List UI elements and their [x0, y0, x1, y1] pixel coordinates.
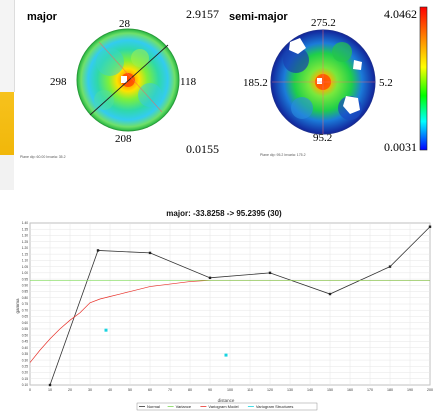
- y-tick-label: 0.30: [22, 358, 28, 362]
- y-tick-label: 1.25: [22, 240, 28, 244]
- variogram-point: [328, 292, 332, 296]
- variogram-point: [208, 276, 212, 280]
- major-rose-diagram: [76, 28, 180, 132]
- x-tick-label: 180: [387, 388, 393, 392]
- y-tick-label: 0.50: [22, 333, 28, 337]
- y-tick-label: 0.70: [22, 308, 28, 312]
- y-tick-label: 0.25: [22, 365, 28, 369]
- x-tick-label: 0: [29, 388, 31, 392]
- semi-major-azimuth-right: 5.2: [379, 77, 393, 89]
- y-tick-label: 1.10: [22, 259, 28, 263]
- y-tick-label: 0.40: [22, 346, 28, 350]
- major-azimuth-left: 298: [50, 76, 67, 88]
- y-tick-label: 0.80: [22, 296, 28, 300]
- variogram-point: [96, 249, 100, 252]
- major-azimuth-right: 118: [180, 76, 197, 88]
- variogram-point: [148, 251, 152, 255]
- left-sidebar-strip: [0, 0, 15, 411]
- y-tick-label: 1.35: [22, 227, 28, 231]
- rose-diagrams-panel: major 28 118 208 298 2.9157 0.0155 Plane…: [20, 6, 428, 159]
- x-tick-label: 170: [367, 388, 373, 392]
- variogram-point: [388, 265, 392, 268]
- semi-major-azimuth-bottom: 95.2: [313, 132, 332, 144]
- y-tick-label: 0.35: [22, 352, 28, 356]
- y-tick-label: 0.75: [22, 302, 28, 306]
- major-min-value: 0.0155: [186, 142, 219, 156]
- y-tick-label: 0.85: [22, 290, 28, 294]
- x-tick-label: 40: [108, 388, 112, 392]
- x-tick-label: 70: [168, 388, 172, 392]
- semi-major-rose-diagram: [270, 29, 376, 135]
- x-tick-label: 20: [68, 388, 72, 392]
- major-max-value: 2.9157: [186, 7, 219, 21]
- y-tick-label: 0.90: [22, 284, 28, 288]
- y-tick-label: 1.15: [22, 252, 28, 256]
- major-azimuth-bottom: 208: [115, 133, 132, 145]
- y-tick-label: 0.45: [22, 340, 28, 344]
- x-tick-label: 150: [327, 388, 333, 392]
- x-tick-label: 200: [427, 388, 433, 392]
- variogram-structures-point: [104, 328, 108, 332]
- semi-major-label: semi-major: [229, 11, 288, 23]
- y-tick-label: 0.20: [22, 371, 28, 375]
- legend-label-variogram-structures: Variogram Structures: [256, 404, 294, 409]
- x-tick-label: 110: [247, 388, 253, 392]
- y-tick-label: 0.15: [22, 377, 28, 381]
- x-tick-label: 140: [307, 388, 313, 392]
- x-tick-label: 30: [88, 388, 92, 392]
- variogram-line: [49, 226, 431, 386]
- chart-legend: Normal Variance Variogram Model Variogram S…: [136, 402, 318, 411]
- semi-major-footnote: Plane dip: 95.2 Invaria: 175.2: [260, 153, 306, 157]
- y-tick-label: 0.60: [22, 321, 28, 325]
- legend-label-variogram-model: Variogram Model: [208, 404, 238, 409]
- x-tick-label: 190: [407, 388, 413, 392]
- legend-box: [136, 402, 318, 411]
- semi-major-azimuth-top: 275.2: [311, 17, 336, 29]
- x-tick-label: 80: [188, 388, 192, 392]
- variogram-chart-panel: major: -33.8258 -> 95.2395 (30) distance…: [14, 203, 443, 411]
- y-tick-label: 1.30: [22, 234, 28, 238]
- y-tick-label: 0.95: [22, 277, 28, 281]
- semi-major-max-value: 4.0462: [384, 7, 417, 21]
- variogram-chart: major: -33.8258 -> 95.2395 (30) distance…: [15, 209, 433, 411]
- major-azimuth-top: 28: [119, 18, 131, 30]
- legend-label-normal: Normal: [147, 404, 160, 409]
- variogram-point: [428, 225, 432, 228]
- x-tick-label: 120: [267, 388, 273, 392]
- semi-major-min-value: 0.0031: [384, 140, 417, 154]
- plot-area: 0 10 20 30 40 50 60 70 80 90 100 110 120 130 140 150 160…: [22, 221, 433, 392]
- sidebar-panel-lower: [0, 155, 14, 190]
- sidebar-highlight-tab[interactable]: [0, 92, 14, 155]
- x-tick-label: 130: [287, 388, 293, 392]
- y-tick-label: 0.55: [22, 327, 28, 331]
- y-tick-label: 1.20: [22, 246, 28, 250]
- semi-major-azimuth-left: 185.2: [243, 77, 268, 89]
- x-tick-label: 10: [48, 388, 52, 392]
- x-tick-label: 160: [347, 388, 353, 392]
- y-tick-label: 0.65: [22, 315, 28, 319]
- y-tick-label: 1.00: [22, 271, 28, 275]
- y-axis-label: gamma: [15, 298, 20, 314]
- major-footnote: Plane dip: 60.00 Invaria: 35.2: [20, 155, 66, 159]
- x-tick-label: 90: [208, 388, 212, 392]
- variogram-point: [268, 271, 272, 275]
- x-tick-label: 50: [128, 388, 132, 392]
- y-tick-label: 1.05: [22, 265, 28, 269]
- x-tick-label: 100: [227, 388, 233, 392]
- sidebar-panel: [0, 0, 15, 92]
- x-axis-label: distance: [218, 398, 235, 403]
- y-tick-label: 1.40: [22, 221, 28, 225]
- major-label: major: [27, 11, 58, 23]
- legend-label-variance: Variance: [176, 404, 192, 409]
- x-tick-label: 60: [148, 388, 152, 392]
- variogram-point: [48, 383, 52, 387]
- variogram-structures-point: [224, 353, 228, 357]
- color-scale-bar: [419, 6, 428, 151]
- chart-title: major: -33.8258 -> 95.2395 (30): [166, 209, 282, 218]
- y-tick-label: 0.10: [22, 383, 28, 387]
